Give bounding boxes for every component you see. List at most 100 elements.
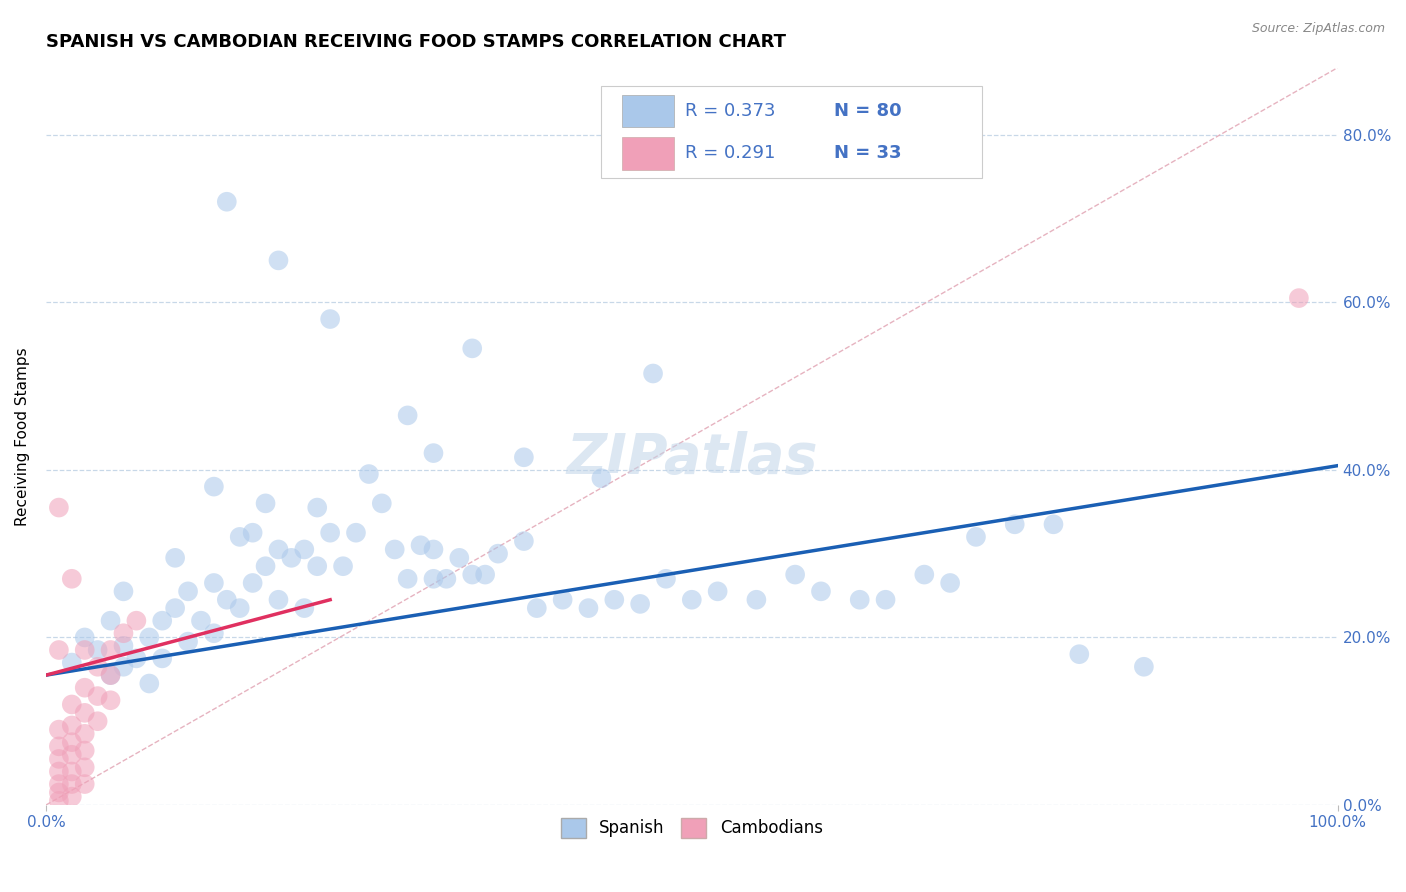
Point xyxy=(1004,517,1026,532)
Point xyxy=(86,659,108,673)
Point xyxy=(267,253,290,268)
Point xyxy=(785,567,807,582)
Point xyxy=(1288,291,1310,305)
Point xyxy=(125,614,148,628)
Text: R = 0.291: R = 0.291 xyxy=(685,145,776,162)
Point xyxy=(965,530,987,544)
Point xyxy=(551,592,574,607)
Y-axis label: Receiving Food Stamps: Receiving Food Stamps xyxy=(15,347,30,525)
Text: N = 80: N = 80 xyxy=(834,102,901,120)
Point xyxy=(215,592,238,607)
Point xyxy=(177,584,200,599)
Point xyxy=(73,631,96,645)
Point xyxy=(357,467,380,481)
Point xyxy=(138,631,160,645)
Point xyxy=(48,723,70,737)
Text: SPANISH VS CAMBODIAN RECEIVING FOOD STAMPS CORRELATION CHART: SPANISH VS CAMBODIAN RECEIVING FOOD STAM… xyxy=(46,33,786,51)
Legend: Spanish, Cambodians: Spanish, Cambodians xyxy=(554,811,830,845)
Point xyxy=(332,559,354,574)
Point xyxy=(202,480,225,494)
Point xyxy=(474,567,496,582)
Point xyxy=(242,525,264,540)
Point xyxy=(138,676,160,690)
Point xyxy=(100,614,122,628)
Point xyxy=(86,643,108,657)
Point xyxy=(73,760,96,774)
Point xyxy=(73,706,96,720)
Point xyxy=(48,739,70,754)
Point xyxy=(513,450,536,465)
Point xyxy=(706,584,728,599)
Point xyxy=(371,496,394,510)
Point xyxy=(292,601,315,615)
Point xyxy=(603,592,626,607)
Point xyxy=(344,525,367,540)
Point xyxy=(641,367,664,381)
Point xyxy=(190,614,212,628)
Point xyxy=(60,777,83,791)
Point xyxy=(150,651,173,665)
Point xyxy=(150,614,173,628)
Point xyxy=(60,698,83,712)
Point xyxy=(60,747,83,762)
Point xyxy=(513,534,536,549)
Point xyxy=(48,752,70,766)
Text: N = 33: N = 33 xyxy=(834,145,901,162)
Point xyxy=(48,777,70,791)
Point xyxy=(73,727,96,741)
Point xyxy=(1133,659,1156,673)
Point xyxy=(486,547,509,561)
Point xyxy=(461,342,484,356)
Point xyxy=(810,584,832,599)
Point xyxy=(422,446,444,460)
Point xyxy=(396,409,419,423)
Point xyxy=(422,572,444,586)
Point xyxy=(112,626,135,640)
Point xyxy=(292,542,315,557)
Point xyxy=(100,668,122,682)
Point xyxy=(86,714,108,729)
Point xyxy=(434,572,457,586)
Point xyxy=(848,592,870,607)
Point xyxy=(319,525,342,540)
Point xyxy=(73,743,96,757)
Point xyxy=(112,659,135,673)
Point xyxy=(48,643,70,657)
Point xyxy=(939,576,962,591)
Point xyxy=(875,592,897,607)
Point xyxy=(48,794,70,808)
Point xyxy=(100,693,122,707)
Point xyxy=(267,542,290,557)
Point xyxy=(73,643,96,657)
Point xyxy=(73,681,96,695)
Point xyxy=(112,584,135,599)
FancyBboxPatch shape xyxy=(602,87,983,178)
Point xyxy=(165,550,187,565)
Point xyxy=(60,764,83,779)
Point xyxy=(177,634,200,648)
Point xyxy=(60,718,83,732)
FancyBboxPatch shape xyxy=(621,95,673,128)
Point xyxy=(396,572,419,586)
Point xyxy=(228,601,250,615)
Point xyxy=(254,559,277,574)
Text: R = 0.373: R = 0.373 xyxy=(685,102,776,120)
Point xyxy=(202,576,225,591)
Point xyxy=(228,530,250,544)
Point xyxy=(202,626,225,640)
Point xyxy=(319,312,342,326)
Point xyxy=(60,789,83,804)
Point xyxy=(1069,647,1091,661)
Point xyxy=(591,471,613,485)
Point xyxy=(100,643,122,657)
Point xyxy=(307,500,329,515)
Point xyxy=(242,576,264,591)
Point xyxy=(165,601,187,615)
Text: Source: ZipAtlas.com: Source: ZipAtlas.com xyxy=(1251,22,1385,36)
Point xyxy=(73,777,96,791)
Point xyxy=(48,500,70,515)
Point xyxy=(526,601,548,615)
Point xyxy=(628,597,651,611)
Text: ZIPatlas: ZIPatlas xyxy=(567,432,817,485)
Point xyxy=(449,550,471,565)
